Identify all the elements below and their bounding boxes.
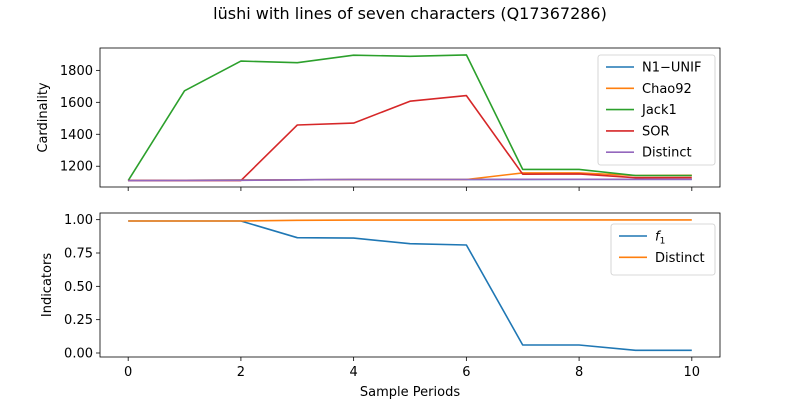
legend-box-0 bbox=[597, 54, 716, 166]
legend-label: Distinct bbox=[655, 251, 705, 266]
series-line-0-4 bbox=[128, 178, 692, 182]
series-line-1-1 bbox=[128, 219, 692, 222]
legend-box-1 bbox=[610, 223, 716, 276]
x-tick-label: 10 bbox=[684, 365, 701, 380]
cardinality-panel: 1200 1400 1600 1800 Cardinality N1−UNIF Chao92… bbox=[36, 47, 721, 191]
y-axis-label: Indicators bbox=[40, 253, 55, 317]
y-tick-label: 0.75 bbox=[64, 247, 93, 262]
y-axis-label: Cardinality bbox=[36, 82, 51, 153]
y-tick-label: 0.25 bbox=[64, 313, 93, 328]
y-tick-label: 1400 bbox=[60, 128, 93, 143]
y-tick-label: 1800 bbox=[60, 64, 93, 79]
series-line-1-0 bbox=[128, 220, 692, 352]
legend-label: SOR bbox=[642, 124, 670, 139]
x-tick-label: 6 bbox=[462, 365, 470, 380]
legend-label: Chao92 bbox=[642, 82, 692, 97]
x-tick-label: 2 bbox=[237, 365, 245, 380]
y-tick-label: 1600 bbox=[60, 96, 93, 111]
y-tick-label: 0.50 bbox=[64, 280, 93, 295]
y-tick-label: 1.00 bbox=[64, 213, 93, 228]
axes-frame-0 bbox=[99, 47, 721, 188]
axes-frame-1 bbox=[99, 212, 721, 358]
series-line-0-2 bbox=[127, 54, 692, 182]
x-tick-label: 0 bbox=[124, 365, 132, 380]
x-tick-label: 4 bbox=[349, 365, 357, 380]
legend-label: f1 bbox=[655, 230, 665, 247]
x-tick-label: 8 bbox=[575, 365, 583, 380]
x-axis-label: Sample Periods bbox=[360, 385, 460, 400]
legend-label: Distinct bbox=[642, 146, 692, 161]
legend-label: N1−UNIF bbox=[642, 61, 701, 76]
legend-label: Jack1 bbox=[641, 103, 677, 118]
y-tick-label: 1200 bbox=[60, 160, 93, 175]
indicators-panel: 0 2 4 6 8 10 0.00 0.25 0.50 0.75 1.00 Indicators f1 D… bbox=[40, 212, 721, 380]
y-tick-label: 0.00 bbox=[64, 347, 93, 362]
figure-title: lüshi with lines of seven characters (Q1… bbox=[213, 4, 607, 23]
